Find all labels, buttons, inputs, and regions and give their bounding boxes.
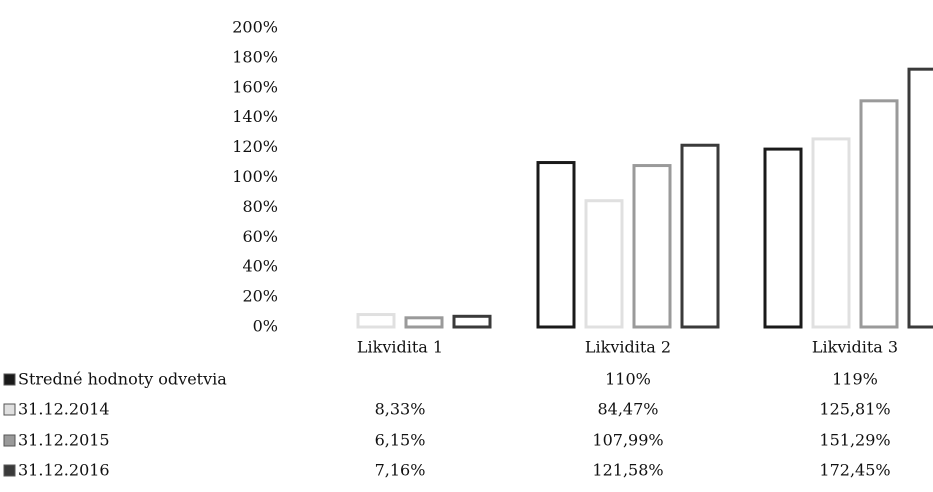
table-value: 84,47% [597, 400, 658, 419]
table-value: 7,16% [375, 461, 426, 480]
y-tick-label: 20% [242, 287, 278, 306]
table-value: 8,33% [375, 400, 426, 419]
bar [536, 161, 576, 329]
y-tick-label: 60% [242, 227, 278, 246]
table-value: 119% [832, 370, 878, 389]
table-value: 121,58% [592, 461, 663, 480]
y-tick-label: 100% [232, 167, 278, 186]
bar [763, 147, 803, 329]
legend-label: 31.12.2014 [18, 400, 110, 419]
table-value: 172,45% [819, 461, 890, 480]
bar [811, 137, 851, 329]
bar [452, 314, 492, 329]
legend-label: 31.12.2016 [18, 461, 110, 480]
y-tick-label: 120% [232, 137, 278, 156]
y-tick-label: 200% [232, 18, 278, 37]
x-tick-label: Likvidita 1 [357, 338, 443, 357]
legend-key [3, 373, 16, 386]
table-value: 151,29% [819, 431, 890, 450]
table-value: 6,15% [375, 431, 426, 450]
table-value: 125,81% [819, 400, 890, 419]
table-value: 110% [605, 370, 651, 389]
bar [680, 143, 720, 329]
y-tick-label: 180% [232, 47, 278, 66]
legend-label: 31.12.2015 [18, 431, 110, 450]
legend-label: Stredné hodnoty odvetvia [18, 370, 227, 389]
legend-key [3, 464, 16, 477]
y-tick-label: 160% [232, 77, 278, 96]
legend-key [3, 403, 16, 416]
bar [859, 99, 899, 329]
legend-key [3, 434, 16, 447]
bar [356, 313, 396, 329]
bar [404, 316, 444, 329]
bar [584, 199, 624, 329]
y-tick-label: 140% [232, 107, 278, 126]
x-tick-label: Likvidita 3 [812, 338, 898, 357]
bar [632, 164, 672, 329]
bar [907, 67, 933, 329]
table-value: 107,99% [592, 431, 663, 450]
x-tick-label: Likvidita 2 [585, 338, 671, 357]
y-tick-label: 40% [242, 257, 278, 276]
y-tick-label: 0% [253, 317, 278, 336]
y-tick-label: 80% [242, 197, 278, 216]
